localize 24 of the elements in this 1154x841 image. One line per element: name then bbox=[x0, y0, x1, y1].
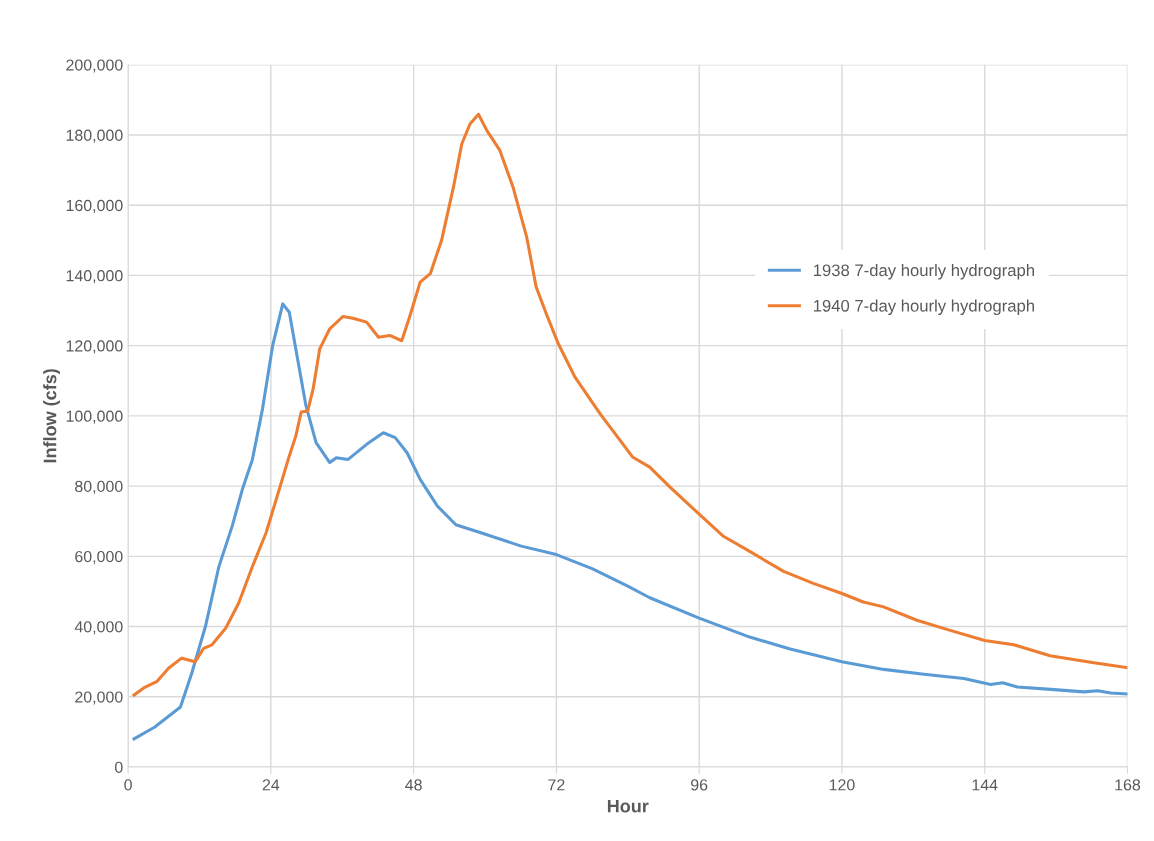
y-tick-label: 0 bbox=[114, 761, 123, 773]
x-tick-label: 144 bbox=[972, 779, 998, 791]
y-tick-label: 200,000 bbox=[66, 59, 123, 73]
y-tick-label: 140,000 bbox=[66, 270, 123, 284]
y-tick-label: 100,000 bbox=[66, 410, 123, 424]
line-series bbox=[132, 112, 1128, 697]
x-tick-label: 120 bbox=[829, 779, 855, 791]
x-tick-label: 48 bbox=[405, 779, 422, 791]
legend-label: 1940 7-day hourly hydrograph bbox=[813, 299, 1034, 316]
y-tick-label: 120,000 bbox=[66, 340, 123, 354]
y-tick-label: 60,000 bbox=[75, 550, 123, 565]
y-axis-title: Inflow (cfs) bbox=[43, 369, 60, 463]
x-tick-label: 72 bbox=[548, 779, 565, 791]
x-axis-title: Hour bbox=[607, 799, 649, 813]
y-tick-label: 20,000 bbox=[75, 691, 123, 705]
y-tick-label: 180,000 bbox=[66, 129, 123, 143]
x-tick-label: 24 bbox=[262, 779, 280, 791]
y-tick-label: 160,000 bbox=[66, 199, 123, 214]
x-tick-label: 168 bbox=[1115, 779, 1141, 791]
y-tick-label: 80,000 bbox=[75, 480, 123, 494]
x-tick-label: 96 bbox=[691, 779, 708, 791]
y-tick-label: 40,000 bbox=[74, 621, 123, 635]
legend-label: 1938 7-day hourly hydrograph bbox=[813, 263, 1034, 280]
x-tick-label: 0 bbox=[124, 779, 132, 791]
